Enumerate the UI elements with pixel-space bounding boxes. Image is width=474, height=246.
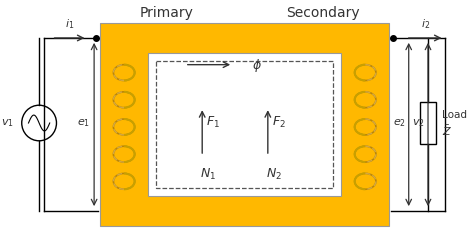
- Text: $N_2$: $N_2$: [266, 167, 282, 182]
- Bar: [420, 102, 436, 144]
- Circle shape: [22, 105, 56, 141]
- Text: Primary: Primary: [139, 6, 193, 20]
- Text: Secondary: Secondary: [286, 6, 360, 20]
- Text: $i_2$: $i_2$: [420, 17, 430, 31]
- Text: $\phi$: $\phi$: [252, 57, 262, 74]
- Text: $i_1$: $i_1$: [65, 17, 74, 31]
- Bar: [148, 53, 341, 196]
- Text: $e_1$: $e_1$: [77, 117, 90, 129]
- Text: $v_1$: $v_1$: [1, 117, 14, 129]
- Text: $N_1$: $N_1$: [201, 167, 216, 182]
- Text: $v_2$: $v_2$: [412, 117, 425, 129]
- Text: $\bar{Z}$: $\bar{Z}$: [441, 124, 452, 138]
- Bar: [156, 61, 333, 188]
- Bar: [100, 23, 390, 226]
- Text: $F_2$: $F_2$: [272, 115, 285, 130]
- Text: $F_1$: $F_1$: [206, 115, 220, 130]
- Text: $e_2$: $e_2$: [393, 117, 406, 129]
- Text: Load: Load: [441, 110, 466, 120]
